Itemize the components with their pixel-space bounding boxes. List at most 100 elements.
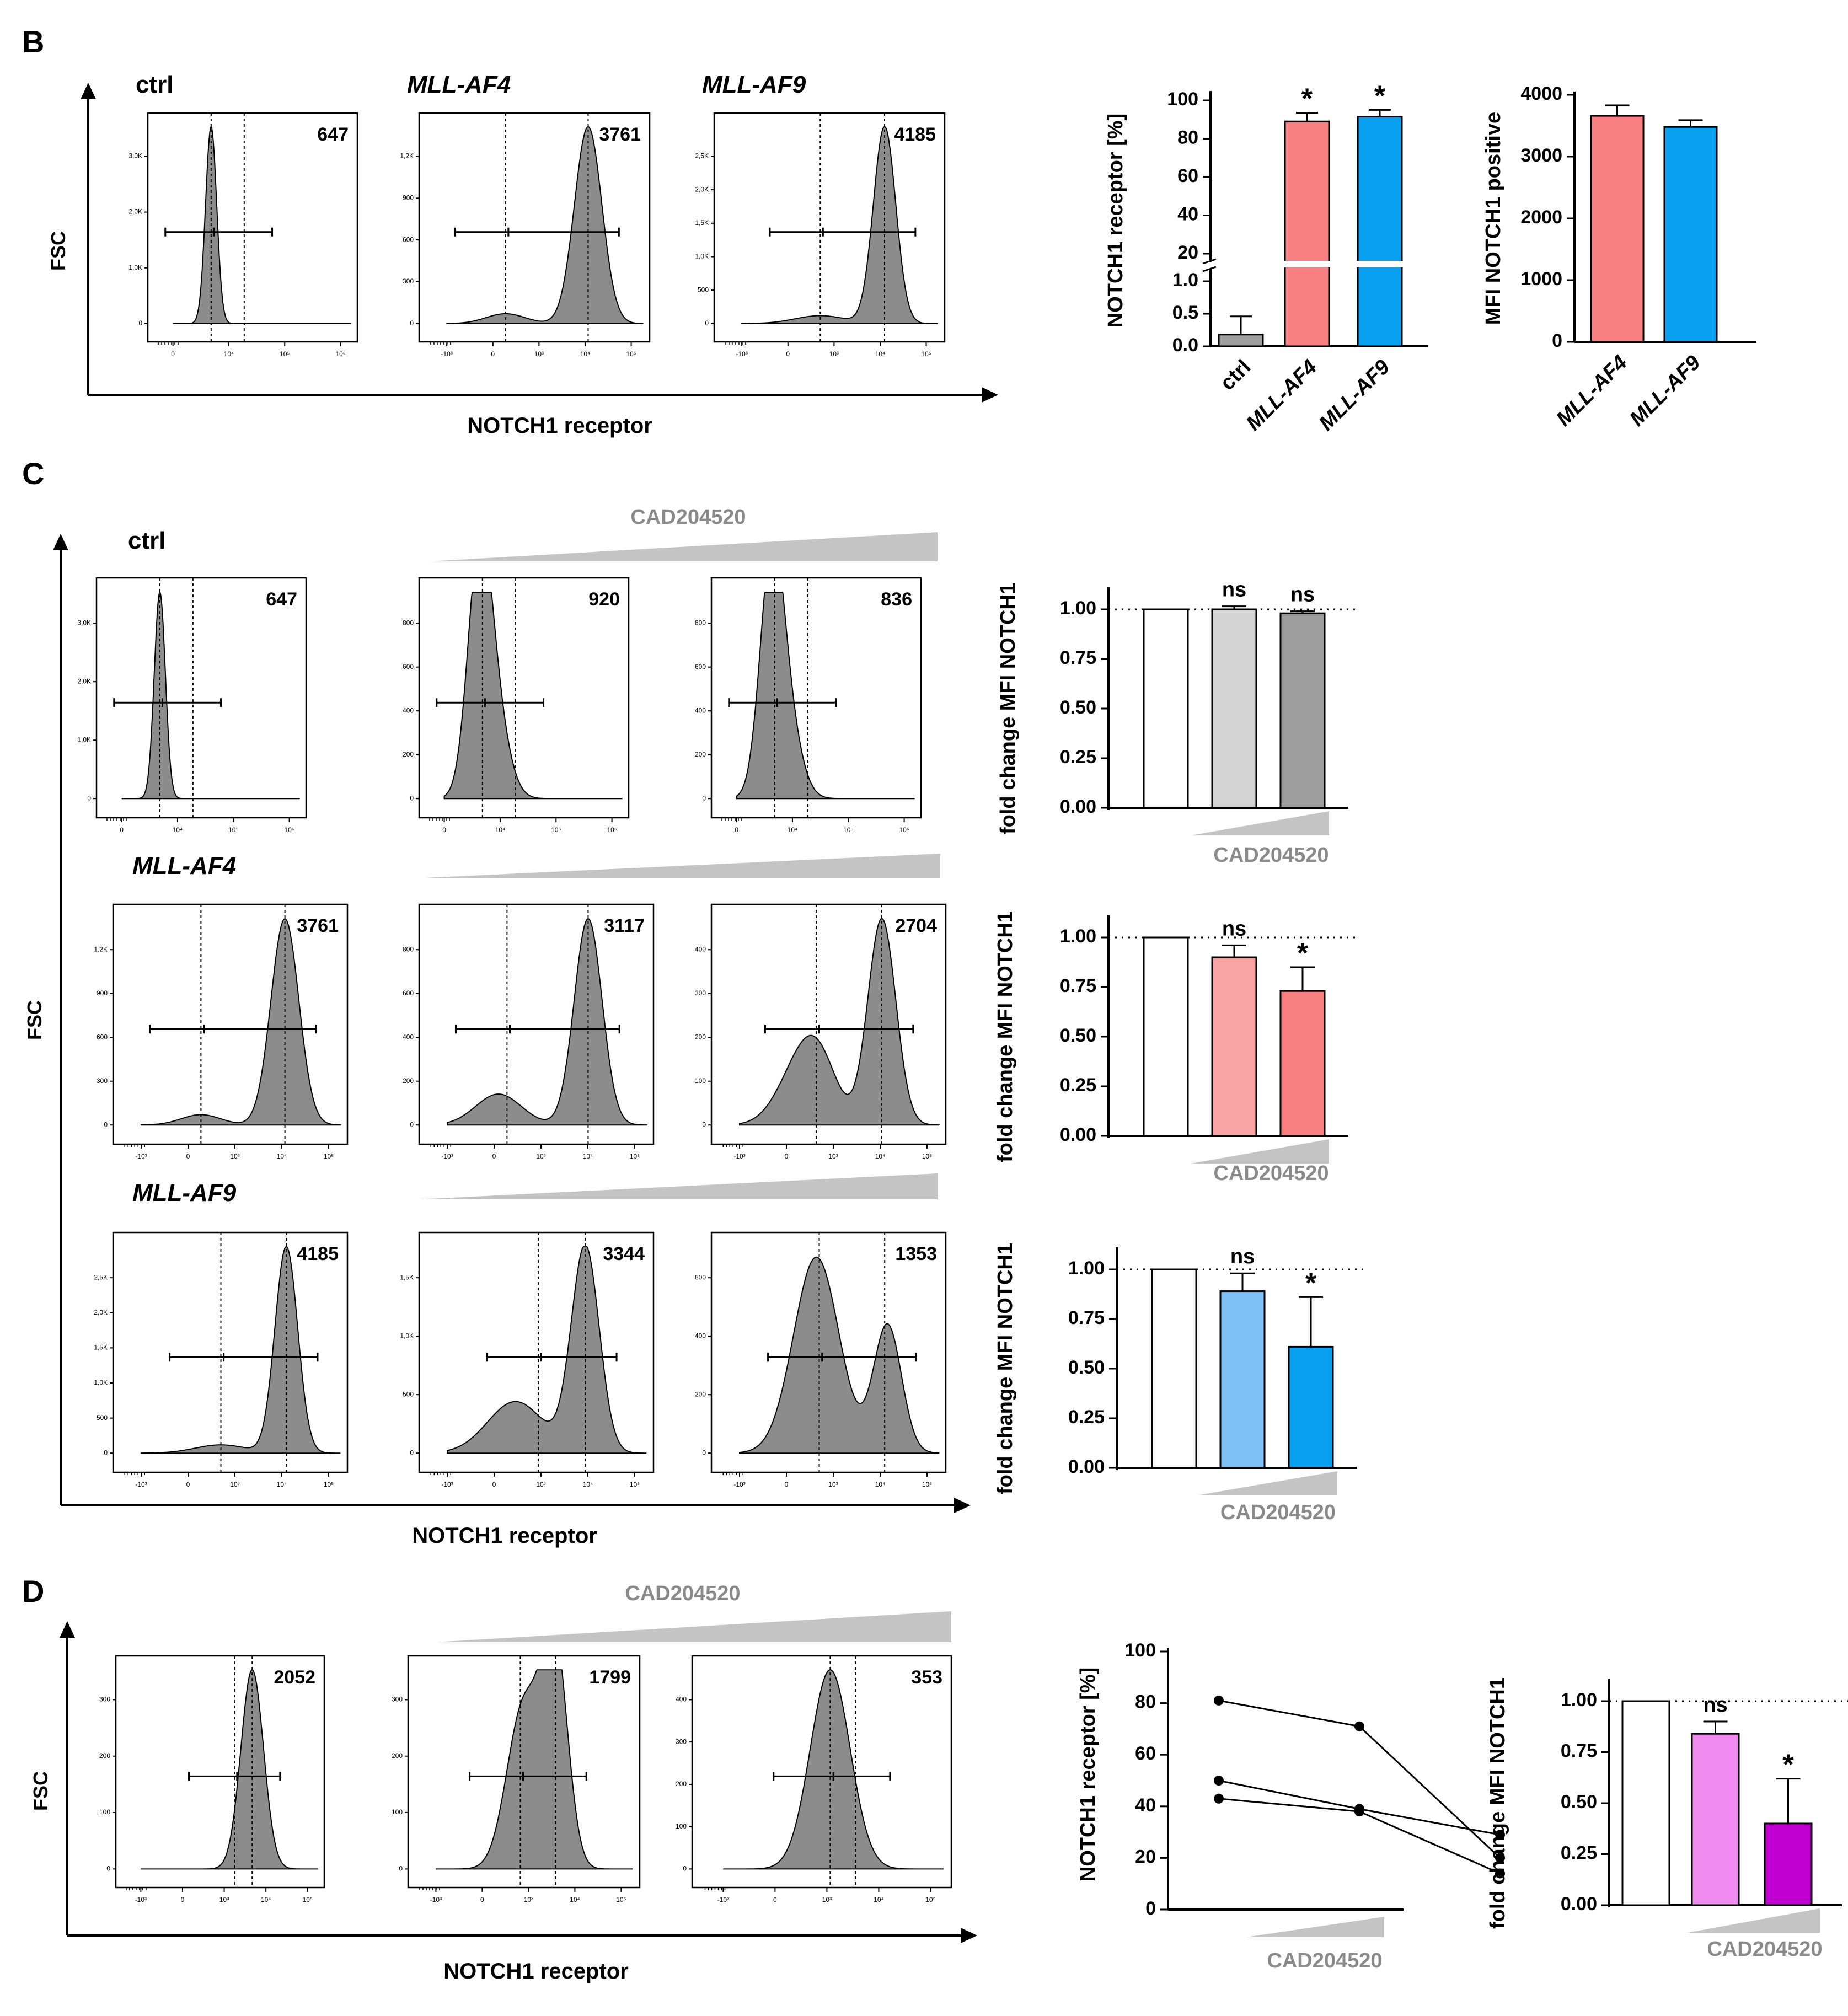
y-tick-label: 0.75 — [1561, 1740, 1597, 1761]
bar-ctrl — [1218, 334, 1264, 347]
panel-C-y-arrow-icon — [53, 534, 68, 550]
x-tick-label: 10⁵ — [843, 826, 853, 834]
treatment-wedge — [1246, 1917, 1384, 1937]
y-tick-label: 60 — [1177, 165, 1198, 186]
plot-frame — [418, 1231, 655, 1473]
mfi-value: 4185 — [297, 1243, 339, 1264]
panel-B-histogram: 647 0 1,0K 2,0K 3,0K 0 10⁴ 10⁵ 10⁶ — [128, 112, 358, 358]
y-tick-label: 300 — [403, 277, 414, 285]
histogram-title: MLL-AF9 — [702, 71, 806, 98]
x-tick-label: 0 — [735, 826, 738, 834]
y-tick-label: 300 — [392, 1696, 403, 1703]
x-tick-label: 10⁵ — [630, 1152, 640, 1160]
x-tick-label: -10³ — [135, 1481, 147, 1488]
x-tick-label: -10³ — [441, 1152, 453, 1160]
panel-C-histogram: 2704 0 100 200 300 400 -10³ 0 10³ 10⁴ 10⁵ — [695, 903, 947, 1160]
bar-low — [1211, 608, 1257, 809]
data-point — [1495, 1868, 1505, 1879]
mfi-value: 647 — [266, 589, 297, 610]
histogram-curve — [443, 592, 623, 800]
significance-label: ns — [1703, 1693, 1727, 1717]
panel-D-y-axis-label: FSC — [29, 1771, 52, 1811]
plot-frame — [710, 1231, 947, 1473]
y-tick-label: 1,5K — [695, 219, 709, 227]
y-tick-label: 400 — [403, 1033, 414, 1041]
histogram-title: ctrl — [136, 71, 173, 98]
y-axis-label: fold change MFI NOTCH1 — [997, 583, 1020, 834]
y-tick-label: 0.25 — [1561, 1842, 1597, 1863]
x-tick-label: -10³ — [430, 1896, 442, 1904]
histogram-curve — [141, 1669, 318, 1870]
x-tick-label: 10⁵ — [630, 1481, 640, 1488]
plot-frame — [115, 1655, 325, 1889]
y-tick-label: 1,2K — [400, 152, 414, 160]
y-tick-label: 400 — [676, 1696, 687, 1703]
x-axis-label: CAD204520 — [1213, 844, 1329, 867]
y-tick-label: 2,5K — [94, 1273, 108, 1281]
y-tick-label: 1.0 — [1172, 270, 1198, 291]
y-tick-label: 500 — [403, 1390, 414, 1398]
panel-C-histogram: 4185 0 500 1,0K 1,5K 2,0K 2,5K -10³ 0 10³ 10⁴ 10⁵ — [94, 1231, 349, 1488]
y-tick-label: 60 — [1135, 1743, 1156, 1764]
bar-chart-C-MLL-AF9: 0.00 0.25 0.50 0.75 1.00 ns * fold change MFI N… — [994, 1243, 1368, 1524]
plot-frame — [418, 903, 655, 1145]
x-tick-label: 10³ — [536, 1481, 545, 1488]
bar-high — [1279, 990, 1326, 1137]
treatment-wedge — [1197, 1471, 1337, 1495]
y-tick-label: 1,0K — [77, 736, 91, 743]
y-tick-label: 0.00 — [1561, 1894, 1597, 1915]
x-tick-label: 10⁵ — [921, 350, 931, 358]
y-tick-label: 0 — [106, 1865, 110, 1873]
y-tick-label: 0 — [702, 1120, 706, 1128]
x-tick-label: 10⁴ — [874, 1896, 884, 1904]
histogram-row-title: ctrl — [128, 527, 165, 554]
bar-MLL-AF9 — [1357, 116, 1403, 347]
panel-letter-C: C — [22, 456, 44, 491]
panel-C-histogram: 1353 0 200 400 600 -10³ 0 10³ 10⁴ 10⁵ — [695, 1231, 947, 1488]
treatment-wedge — [430, 532, 938, 561]
panel-D-y-arrow-icon — [60, 1621, 75, 1638]
y-tick-label: 400 — [403, 706, 414, 714]
y-tick-label: 600 — [403, 989, 414, 997]
y-tick-label: 200 — [99, 1752, 110, 1760]
y-tick-label: 1.00 — [1561, 1690, 1597, 1711]
y-tick-label: 0.00 — [1068, 1456, 1105, 1477]
y-tick-label: 100 — [392, 1808, 403, 1816]
x-tick-label: 10⁴ — [875, 1481, 886, 1488]
panel-C-treatment-label: CAD204520 — [630, 506, 746, 529]
y-tick-label: 800 — [695, 619, 706, 626]
x-tick-label: 10³ — [828, 1152, 838, 1160]
significance-label: * — [1301, 83, 1313, 115]
y-tick-label: 40 — [1177, 203, 1198, 224]
x-tick-label: 10⁵ — [280, 350, 290, 358]
bar-chart-D-bar: 0.00 0.25 0.50 0.75 1.00 ns * fold change MFI N… — [1486, 1677, 1848, 1961]
y-tick-label: 0.00 — [1060, 796, 1096, 817]
histogram-curve — [436, 1669, 633, 1870]
mfi-value: 3761 — [297, 915, 339, 936]
y-tick-label: 0.75 — [1060, 647, 1096, 668]
y-tick-label: 0 — [410, 794, 414, 802]
x-tick-label: 10³ — [230, 1481, 239, 1488]
x-tick-label: 10³ — [219, 1896, 229, 1904]
y-tick-label: 800 — [403, 945, 414, 953]
x-tick-label: 10³ — [534, 350, 544, 358]
x-axis-label: CAD204520 — [1707, 1938, 1822, 1961]
panel-C-y-axis-label: FSC — [23, 1000, 46, 1040]
treatment-wedge — [425, 854, 940, 878]
bar-low — [1211, 956, 1257, 1137]
x-tick-label: 10⁴ — [277, 1152, 287, 1160]
x-tick-label: 10³ — [524, 1896, 533, 1904]
mfi-value: 1799 — [589, 1667, 631, 1688]
significance-label: * — [1782, 1749, 1794, 1781]
x-tick-label: 10⁵ — [626, 350, 636, 358]
x-tick-label: 0 — [181, 1896, 185, 1904]
y-tick-label: 1,5K — [94, 1344, 108, 1352]
x-tick-label: 10⁴ — [875, 1152, 886, 1160]
y-tick-label: 300 — [695, 989, 706, 997]
y-tick-label: 300 — [676, 1738, 687, 1745]
y-tick-label: 2,0K — [94, 1309, 108, 1316]
x-tick-label: 10³ — [536, 1152, 545, 1160]
y-tick-label: 0 — [1552, 330, 1562, 351]
y-tick-label: 300 — [99, 1696, 110, 1703]
